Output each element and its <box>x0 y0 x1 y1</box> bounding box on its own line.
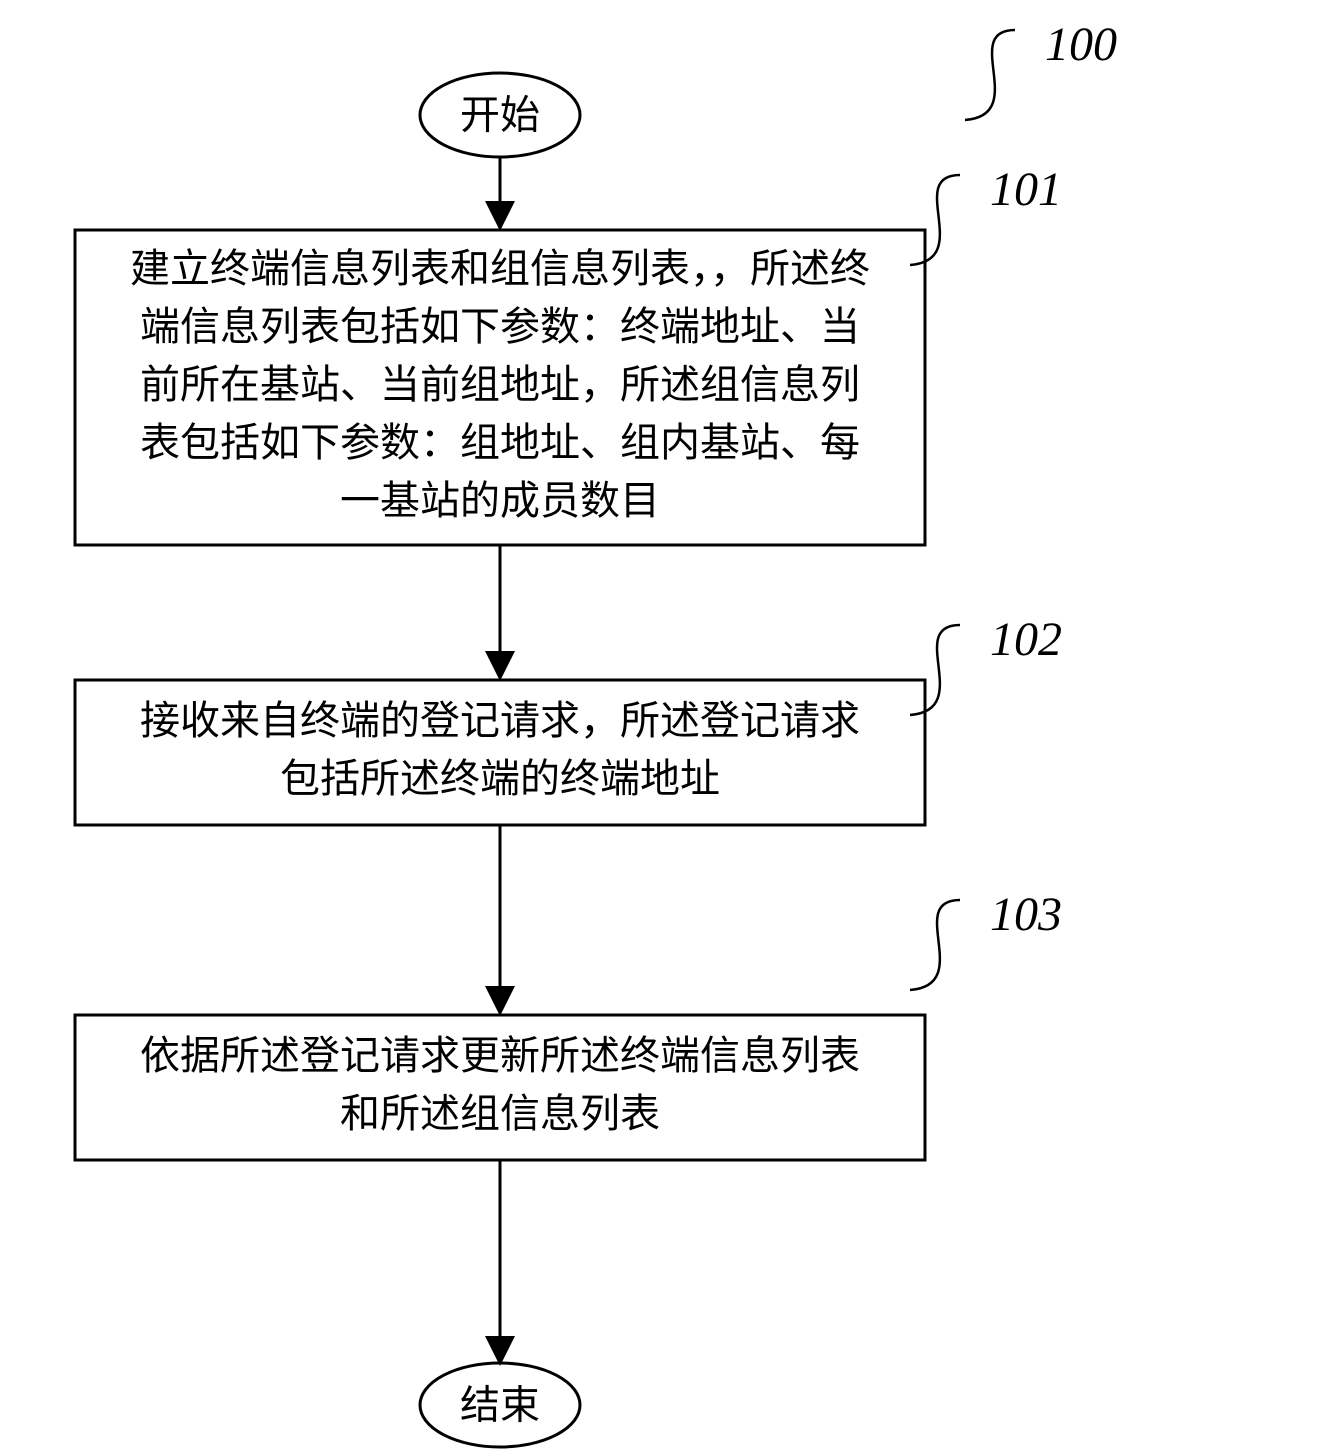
step-ref-101: 101 <box>990 163 1062 216</box>
flowchart-canvas: 开始结束 建立终端信息列表和组信息列表，，所述终端信息列表包括如下参数：终端地址、… <box>0 0 1336 1456</box>
step-text-103: 依据所述登记请求更新所述终端信息列表和所述组信息列表 <box>140 1033 860 1136</box>
ref-leader <box>910 900 960 990</box>
step-ref-102: 102 <box>990 613 1062 666</box>
overall-ref: 100 <box>1045 18 1117 71</box>
step-text-102: 接收来自终端的登记请求，所述登记请求包括所述终端的终端地址 <box>140 698 860 801</box>
ref-leader <box>910 625 960 715</box>
ref-leader <box>965 30 1015 120</box>
ref-leader <box>910 175 960 265</box>
step-ref-103: 103 <box>990 888 1062 941</box>
step-text-101: 建立终端信息列表和组信息列表，，所述终端信息列表包括如下参数：终端地址、当前所在… <box>130 246 870 523</box>
start-label: 开始 <box>460 93 540 138</box>
end-label: 结束 <box>460 1383 540 1428</box>
